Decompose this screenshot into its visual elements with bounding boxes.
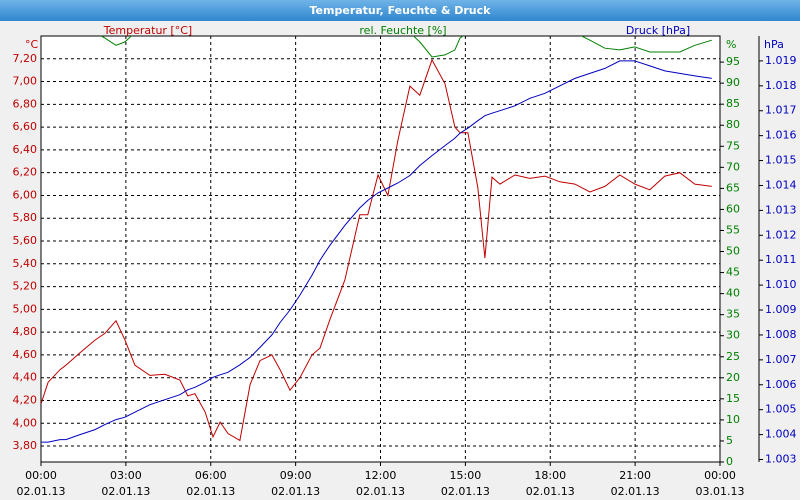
x-tick-label: 00:00 bbox=[704, 469, 736, 482]
x-tick-sublabel: 02.01.13 bbox=[17, 485, 66, 498]
y2-tick-label: 90 bbox=[726, 76, 740, 89]
y3-tick-label: 1.004 bbox=[765, 428, 797, 441]
y3-tick-label: 1.013 bbox=[765, 203, 797, 216]
legend-entry: rel. Feuchte [%] bbox=[359, 24, 446, 37]
y-tick-label: 6,00 bbox=[13, 188, 38, 201]
y2-tick-label: 60 bbox=[726, 202, 740, 215]
y3-unit: hPa bbox=[764, 38, 784, 51]
y2-unit: % bbox=[726, 38, 736, 51]
chart-title: Temperatur, Feuchte & Druck bbox=[310, 4, 492, 17]
y2-tick-label: 40 bbox=[726, 287, 740, 300]
x-tick-label: 09:00 bbox=[280, 469, 312, 482]
y-tick-label: 6,80 bbox=[13, 97, 38, 110]
y-tick-label: 4,40 bbox=[13, 371, 38, 384]
y2-tick-label: 30 bbox=[726, 329, 740, 342]
series-lines bbox=[41, 36, 712, 443]
grid bbox=[40, 36, 721, 462]
x-tick-sublabel: 02.01.13 bbox=[271, 485, 320, 498]
y-tick-label: 5,60 bbox=[13, 234, 38, 247]
y3-tick-label: 1.009 bbox=[765, 303, 797, 316]
y3-tick-label: 1.003 bbox=[765, 453, 797, 466]
x-tick-label: 12:00 bbox=[365, 469, 397, 482]
y-tick-label: 7,20 bbox=[13, 52, 38, 65]
y3-tick-label: 1.018 bbox=[765, 79, 797, 92]
series-line bbox=[41, 60, 712, 443]
y-tick-label: 5,20 bbox=[13, 280, 38, 293]
y2-tick-label: 0 bbox=[726, 455, 733, 468]
legend-entry: Temperatur [°C] bbox=[103, 24, 192, 37]
y2-tick-label: 5 bbox=[726, 434, 733, 447]
y2-tick-label: 20 bbox=[726, 371, 740, 384]
y2-tick-label: 65 bbox=[726, 181, 740, 194]
y2-tick-label: 15 bbox=[726, 392, 740, 405]
y3-tick-label: 1.014 bbox=[765, 178, 797, 191]
y2-tick-label: 35 bbox=[726, 308, 740, 321]
y3-tick-label: 1.010 bbox=[765, 278, 797, 291]
y2-tick-label: 85 bbox=[726, 97, 740, 110]
y3-tick-label: 1.007 bbox=[765, 353, 797, 366]
y3-tick-label: 1.011 bbox=[765, 253, 797, 266]
x-tick-sublabel: 02.01.13 bbox=[526, 485, 575, 498]
y2-tick-label: 50 bbox=[726, 245, 740, 258]
y2-tick-label: 45 bbox=[726, 266, 740, 279]
title-bar bbox=[0, 0, 800, 21]
y2-tick-label: 70 bbox=[726, 160, 740, 173]
y2-tick-label: 10 bbox=[726, 413, 740, 426]
y-tick-label: 5,00 bbox=[13, 302, 38, 315]
x-tick-label: 15:00 bbox=[450, 469, 482, 482]
x-tick-sublabel: 02.01.13 bbox=[101, 485, 150, 498]
y3-tick-label: 1.015 bbox=[765, 154, 797, 167]
x-tick-label: 00:00 bbox=[25, 469, 57, 482]
y-tick-label: 5,40 bbox=[13, 257, 38, 270]
y-tick-label: 4,20 bbox=[13, 393, 38, 406]
y2-tick-label: 80 bbox=[726, 118, 740, 131]
y3-tick-label: 1.019 bbox=[765, 54, 797, 67]
y3-tick-label: 1.008 bbox=[765, 328, 797, 341]
y2-tick-label: 55 bbox=[726, 223, 740, 236]
y3-tick-label: 1.005 bbox=[765, 403, 797, 416]
y-tick-label: 6,40 bbox=[13, 143, 38, 156]
y-tick-label: 4,00 bbox=[13, 416, 38, 429]
y2-tick-label: 75 bbox=[726, 139, 740, 152]
x-tick-label: 18:00 bbox=[534, 469, 566, 482]
x-tick-label: 21:00 bbox=[619, 469, 651, 482]
y-tick-label: 7,00 bbox=[13, 75, 38, 88]
x-tick-sublabel: 02.01.13 bbox=[356, 485, 405, 498]
x-tick-label: 03:00 bbox=[110, 469, 142, 482]
y-tick-label: 4,80 bbox=[13, 325, 38, 338]
legend-entry: Druck [hPa] bbox=[626, 24, 690, 37]
y-tick-label: 4,60 bbox=[13, 348, 38, 361]
y3-tick-label: 1.016 bbox=[765, 129, 797, 142]
x-tick-sublabel: 03.01.13 bbox=[696, 485, 745, 498]
y-unit: °C bbox=[25, 38, 39, 51]
x-tick-sublabel: 02.01.13 bbox=[186, 485, 235, 498]
y3-tick-label: 1.006 bbox=[765, 378, 797, 391]
x-tick-label: 06:00 bbox=[195, 469, 227, 482]
y-tick-label: 6,60 bbox=[13, 120, 38, 133]
y-tick-label: 5,80 bbox=[13, 211, 38, 224]
x-tick-sublabel: 02.01.13 bbox=[441, 485, 490, 498]
y3-tick-label: 1.012 bbox=[765, 228, 797, 241]
y-tick-label: 3,80 bbox=[13, 439, 38, 452]
y2-tick-label: 95 bbox=[726, 55, 740, 68]
series-line bbox=[41, 58, 712, 442]
x-tick-sublabel: 02.01.13 bbox=[611, 485, 660, 498]
y2-tick-label: 25 bbox=[726, 350, 740, 363]
y3-tick-label: 1.017 bbox=[765, 104, 797, 117]
y-tick-label: 6,20 bbox=[13, 166, 38, 179]
